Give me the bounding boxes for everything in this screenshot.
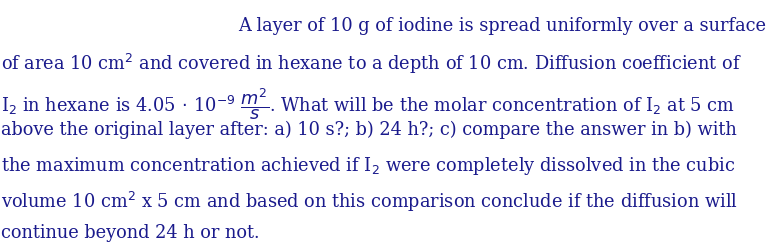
Text: of area 10 cm$^2$ and covered in hexane to a depth of 10 cm. Diffusion coefficie: of area 10 cm$^2$ and covered in hexane … [2, 52, 742, 76]
Text: I$_2$ in hexane is 4.05$\,\cdot\,$10$^{-9}$ $\dfrac{m^2}{s}$. What will be the m: I$_2$ in hexane is 4.05$\,\cdot\,$10$^{-… [2, 86, 735, 122]
Text: the maximum concentration achieved if I$_2$ were completely dissolved in the cub: the maximum concentration achieved if I$… [2, 155, 736, 177]
Text: continue beyond 24 h or not.: continue beyond 24 h or not. [2, 224, 260, 242]
Text: above the original layer after: a) 10 s?; b) 24 h?; c) compare the answer in b) : above the original layer after: a) 10 s?… [2, 121, 737, 139]
Text: volume 10 cm$^2$ x 5 cm and based on this comparison conclude if the diffusion w: volume 10 cm$^2$ x 5 cm and based on thi… [2, 189, 738, 214]
Text: A layer of 10 g of iodine is spread uniformly over a surface: A layer of 10 g of iodine is spread unif… [239, 17, 766, 35]
